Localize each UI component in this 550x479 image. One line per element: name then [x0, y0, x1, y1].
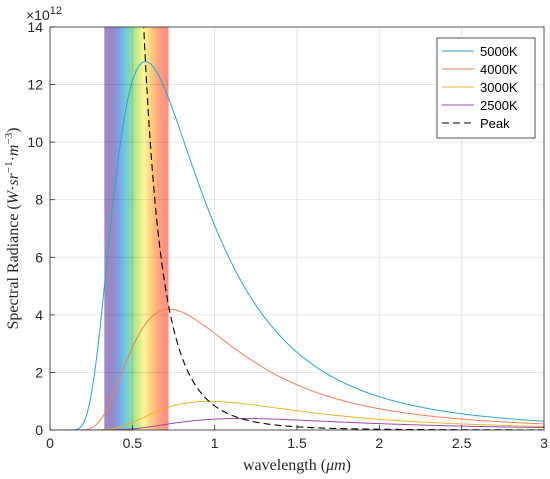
y-tick-label: 2 — [35, 364, 43, 380]
y-tick-label: 10 — [27, 134, 43, 150]
series-lines — [58, 27, 544, 430]
y-tick-label: 4 — [35, 307, 43, 323]
x-axis-label: wavelength (μm) — [243, 457, 351, 474]
axis-ticks: 0 0.5 1 1.5 2 2.5 3 0 2 4 6 8 10 12 14 — [27, 19, 548, 451]
y-axis-label: Spectral Radiance (W·sr−1·m−3) — [3, 127, 22, 329]
series-line-peak — [143, 27, 542, 430]
legend-label: 2500K — [480, 98, 518, 113]
y-tick-label: 14 — [27, 19, 43, 35]
legend-label: 3000K — [480, 80, 518, 95]
x-tick-label: 0 — [46, 435, 54, 451]
y-multiplier: ×1012 — [26, 5, 62, 23]
legend-label: 5000K — [480, 44, 518, 59]
x-tick-label: 2.5 — [452, 435, 472, 451]
series-line-2500k — [58, 417, 544, 430]
visible-spectrum-band — [104, 27, 169, 430]
x-tick-label: 2 — [375, 435, 383, 451]
legend-label: Peak — [480, 116, 510, 131]
y-tick-label: 6 — [35, 249, 43, 265]
legend-label: 4000K — [480, 62, 518, 77]
y-tick-label: 0 — [35, 422, 43, 438]
x-tick-label: 0.5 — [123, 435, 143, 451]
x-tick-label: 1.5 — [287, 435, 307, 451]
y-tick-label: 12 — [27, 77, 43, 93]
x-tick-label: 3 — [540, 435, 548, 451]
series-line-3000k — [58, 400, 544, 430]
legend-box — [436, 37, 536, 139]
series-line-4000k — [58, 308, 544, 430]
series-line-5000k — [58, 61, 544, 430]
y-tick-label: 8 — [35, 192, 43, 208]
legend: 5000K 4000K 3000K 2500K Peak — [436, 37, 536, 139]
x-tick-label: 1 — [211, 435, 219, 451]
